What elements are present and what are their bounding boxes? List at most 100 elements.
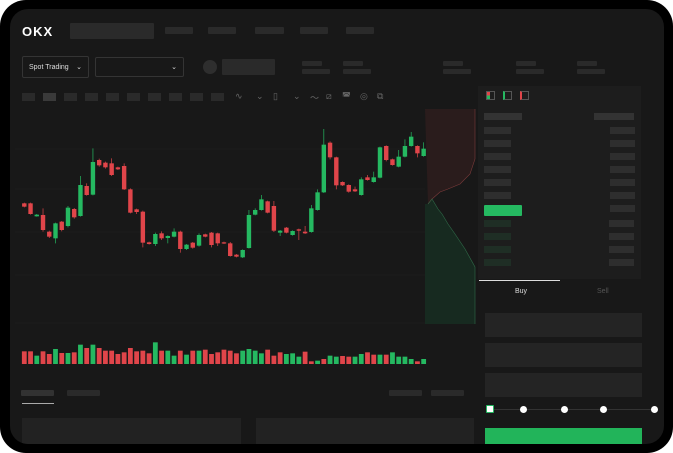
camera-icon[interactable]: ◚ <box>342 91 351 101</box>
coin-icon <box>203 60 217 74</box>
both-sides-icon[interactable] <box>486 91 495 100</box>
nav-item[interactable] <box>255 27 284 34</box>
candle-body <box>402 146 408 157</box>
volume-bar <box>59 353 65 364</box>
nav-item[interactable] <box>346 27 374 34</box>
volume-bar <box>421 359 427 364</box>
filter-button[interactable] <box>389 390 422 396</box>
candlestick-chart[interactable] <box>10 9 664 444</box>
stat-label <box>343 61 363 66</box>
market-type-label: Spot Trading <box>29 63 69 71</box>
candle-body <box>72 209 77 218</box>
candle-body <box>228 243 233 256</box>
timeframe-button[interactable] <box>85 93 98 101</box>
trading-screen: OKX Spot Trading ⌄ ⌄ ∿ ⌄ ▯ ⌄ 〜 ⧄ ◚ ◎ ⧉ <box>10 9 664 444</box>
timeframe-button[interactable] <box>64 93 77 101</box>
timeframe-button-active[interactable] <box>43 93 56 101</box>
tab-order-history[interactable] <box>67 390 100 396</box>
candle-body <box>315 192 320 210</box>
candle-body <box>22 203 27 207</box>
candle-body <box>165 236 171 238</box>
depth-bids <box>425 199 475 324</box>
timeframe-button[interactable] <box>22 93 35 101</box>
market-type-dropdown[interactable]: Spot Trading ⌄ <box>22 56 89 78</box>
volume-bar <box>327 355 333 364</box>
nav-item[interactable] <box>165 27 193 34</box>
line-tool-icon[interactable]: 〜 <box>310 93 320 103</box>
candle-body <box>221 242 227 244</box>
fullscreen-icon[interactable]: ⧉ <box>377 91 384 101</box>
price-input[interactable] <box>485 313 642 337</box>
candle-body <box>284 227 289 233</box>
pair-name <box>222 59 275 75</box>
slider-stop[interactable] <box>651 406 658 413</box>
last-price <box>484 205 522 216</box>
chevron-down-icon[interactable]: ⌄ <box>293 91 301 101</box>
candle-body <box>371 177 376 182</box>
volume-bar <box>28 351 33 364</box>
bid-price <box>484 220 511 227</box>
volume-bar <box>121 352 127 364</box>
candle-body <box>352 189 358 192</box>
ask-amount <box>610 205 635 212</box>
stat-value <box>343 69 371 74</box>
timeframe-button[interactable] <box>211 93 224 101</box>
nav-item[interactable] <box>300 27 328 34</box>
candle-body <box>115 167 121 170</box>
filter-button[interactable] <box>431 390 464 396</box>
volume-bar <box>415 361 420 364</box>
tab-buy[interactable]: Buy <box>515 288 528 295</box>
ask-price <box>484 192 511 199</box>
ask-amount <box>610 127 635 134</box>
buy-button[interactable] <box>485 428 642 444</box>
timeframe-icon[interactable]: ▯ <box>273 91 278 101</box>
bid-amount <box>609 233 634 240</box>
slider-stop[interactable] <box>520 406 527 413</box>
volume-bar <box>271 355 277 364</box>
slider-stop[interactable] <box>600 406 607 413</box>
volume-bar <box>252 350 258 364</box>
volume-bar <box>265 349 271 364</box>
total-input[interactable] <box>485 373 642 397</box>
timeframe-button[interactable] <box>169 93 182 101</box>
pair-dropdown[interactable]: ⌄ <box>95 57 184 77</box>
volume-bar <box>296 356 302 364</box>
volume-bar <box>371 354 377 364</box>
chart-type-icon[interactable]: ⌄ <box>256 91 264 101</box>
tab-sell[interactable]: Sell <box>597 288 609 295</box>
timeframe-button[interactable] <box>106 93 119 101</box>
candle-body <box>90 162 96 195</box>
volume-bar <box>396 356 402 364</box>
timeframe-button[interactable] <box>148 93 161 101</box>
ask-amount <box>610 192 635 199</box>
amount-input[interactable] <box>485 343 642 367</box>
asks-only-icon[interactable] <box>520 91 529 100</box>
timeframe-button[interactable] <box>127 93 140 101</box>
candle-body <box>415 146 420 154</box>
timeframe-button[interactable] <box>190 93 203 101</box>
indicator-icon[interactable]: ∿ <box>235 91 243 101</box>
candle-body <box>96 160 102 166</box>
bids-only-icon[interactable] <box>503 91 512 100</box>
amount-slider[interactable] <box>490 409 656 410</box>
slider-handle[interactable] <box>486 405 494 413</box>
settings-icon[interactable]: ◎ <box>360 91 368 101</box>
pencil-icon[interactable]: ⧄ <box>326 91 332 101</box>
volume-bar <box>215 352 221 364</box>
assets-panel <box>256 418 474 444</box>
volume-bar <box>78 344 83 364</box>
candle-body <box>384 146 389 160</box>
search-bar[interactable] <box>70 23 154 39</box>
candle-body <box>396 156 401 167</box>
tab-open-orders[interactable] <box>21 390 54 396</box>
volume-bar <box>346 356 352 364</box>
slider-stop[interactable] <box>561 406 568 413</box>
volume-bar <box>377 354 383 364</box>
candle-body <box>252 210 258 215</box>
candle-body <box>59 221 64 230</box>
nav-item[interactable] <box>208 27 236 34</box>
candle-body <box>359 179 364 195</box>
volume-bar <box>302 351 308 364</box>
orders-panel <box>22 418 241 444</box>
